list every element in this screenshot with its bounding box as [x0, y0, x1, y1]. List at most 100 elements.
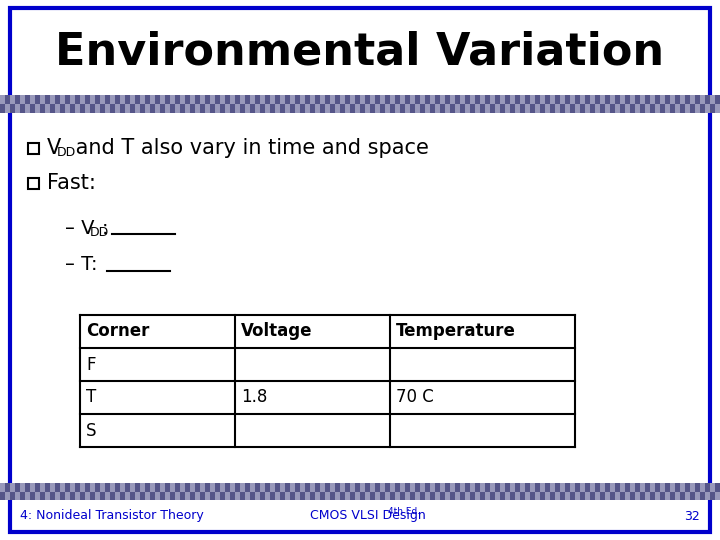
Bar: [485, 491, 490, 500]
Bar: [470, 104, 475, 113]
Bar: [280, 491, 285, 500]
Bar: [28, 143, 39, 153]
Bar: [290, 491, 295, 500]
Bar: [570, 483, 575, 491]
Bar: [335, 104, 340, 113]
Bar: [615, 95, 620, 104]
Bar: [375, 483, 380, 491]
Bar: [575, 483, 580, 491]
Bar: [430, 95, 435, 104]
Bar: [110, 491, 115, 500]
Text: Temperature: Temperature: [396, 322, 516, 341]
Bar: [280, 483, 285, 491]
Bar: [460, 104, 465, 113]
Bar: [460, 95, 465, 104]
Bar: [125, 95, 130, 104]
Bar: [490, 483, 495, 491]
Bar: [495, 104, 500, 113]
Bar: [60, 95, 65, 104]
Bar: [190, 491, 195, 500]
Text: DD: DD: [57, 145, 76, 159]
Bar: [520, 104, 525, 113]
Bar: [235, 491, 240, 500]
Bar: [210, 491, 215, 500]
Bar: [120, 104, 125, 113]
Bar: [195, 491, 200, 500]
Bar: [340, 95, 345, 104]
Bar: [630, 104, 635, 113]
Bar: [565, 104, 570, 113]
Bar: [465, 483, 470, 491]
Bar: [635, 491, 640, 500]
Bar: [20, 483, 25, 491]
Bar: [640, 483, 645, 491]
Bar: [210, 95, 215, 104]
Bar: [360, 491, 365, 500]
Bar: [665, 491, 670, 500]
Bar: [80, 483, 85, 491]
Bar: [420, 483, 425, 491]
Bar: [190, 104, 195, 113]
Bar: [330, 104, 335, 113]
Bar: [555, 104, 560, 113]
Bar: [110, 483, 115, 491]
Bar: [210, 104, 215, 113]
Bar: [90, 483, 95, 491]
Text: – V: – V: [65, 219, 94, 238]
Bar: [295, 104, 300, 113]
Bar: [370, 483, 375, 491]
Bar: [50, 483, 55, 491]
Bar: [540, 95, 545, 104]
Bar: [535, 95, 540, 104]
Bar: [400, 104, 405, 113]
Bar: [280, 104, 285, 113]
Bar: [455, 491, 460, 500]
Bar: [550, 104, 555, 113]
Bar: [110, 95, 115, 104]
Bar: [115, 491, 120, 500]
Bar: [200, 483, 205, 491]
Bar: [220, 95, 225, 104]
Bar: [300, 491, 305, 500]
Bar: [455, 104, 460, 113]
Bar: [140, 104, 145, 113]
Bar: [465, 491, 470, 500]
Bar: [515, 95, 520, 104]
Bar: [365, 95, 370, 104]
Bar: [640, 104, 645, 113]
Bar: [315, 104, 320, 113]
Bar: [185, 491, 190, 500]
Bar: [370, 104, 375, 113]
Bar: [225, 104, 230, 113]
Bar: [275, 483, 280, 491]
Bar: [250, 104, 255, 113]
Bar: [205, 95, 210, 104]
Bar: [590, 95, 595, 104]
Bar: [485, 104, 490, 113]
Bar: [345, 491, 350, 500]
Bar: [230, 491, 235, 500]
Bar: [455, 483, 460, 491]
Bar: [75, 483, 80, 491]
Bar: [675, 491, 680, 500]
Bar: [575, 95, 580, 104]
Bar: [620, 483, 625, 491]
Bar: [0, 491, 5, 500]
Bar: [260, 491, 265, 500]
Bar: [385, 104, 390, 113]
Bar: [100, 491, 105, 500]
Bar: [500, 491, 505, 500]
Bar: [255, 95, 260, 104]
Bar: [315, 483, 320, 491]
Bar: [675, 104, 680, 113]
Bar: [680, 491, 685, 500]
Bar: [505, 104, 510, 113]
Bar: [350, 104, 355, 113]
Bar: [580, 104, 585, 113]
Bar: [445, 483, 450, 491]
Text: Voltage: Voltage: [241, 322, 312, 341]
Bar: [10, 491, 15, 500]
Bar: [485, 483, 490, 491]
Bar: [20, 104, 25, 113]
Bar: [325, 104, 330, 113]
